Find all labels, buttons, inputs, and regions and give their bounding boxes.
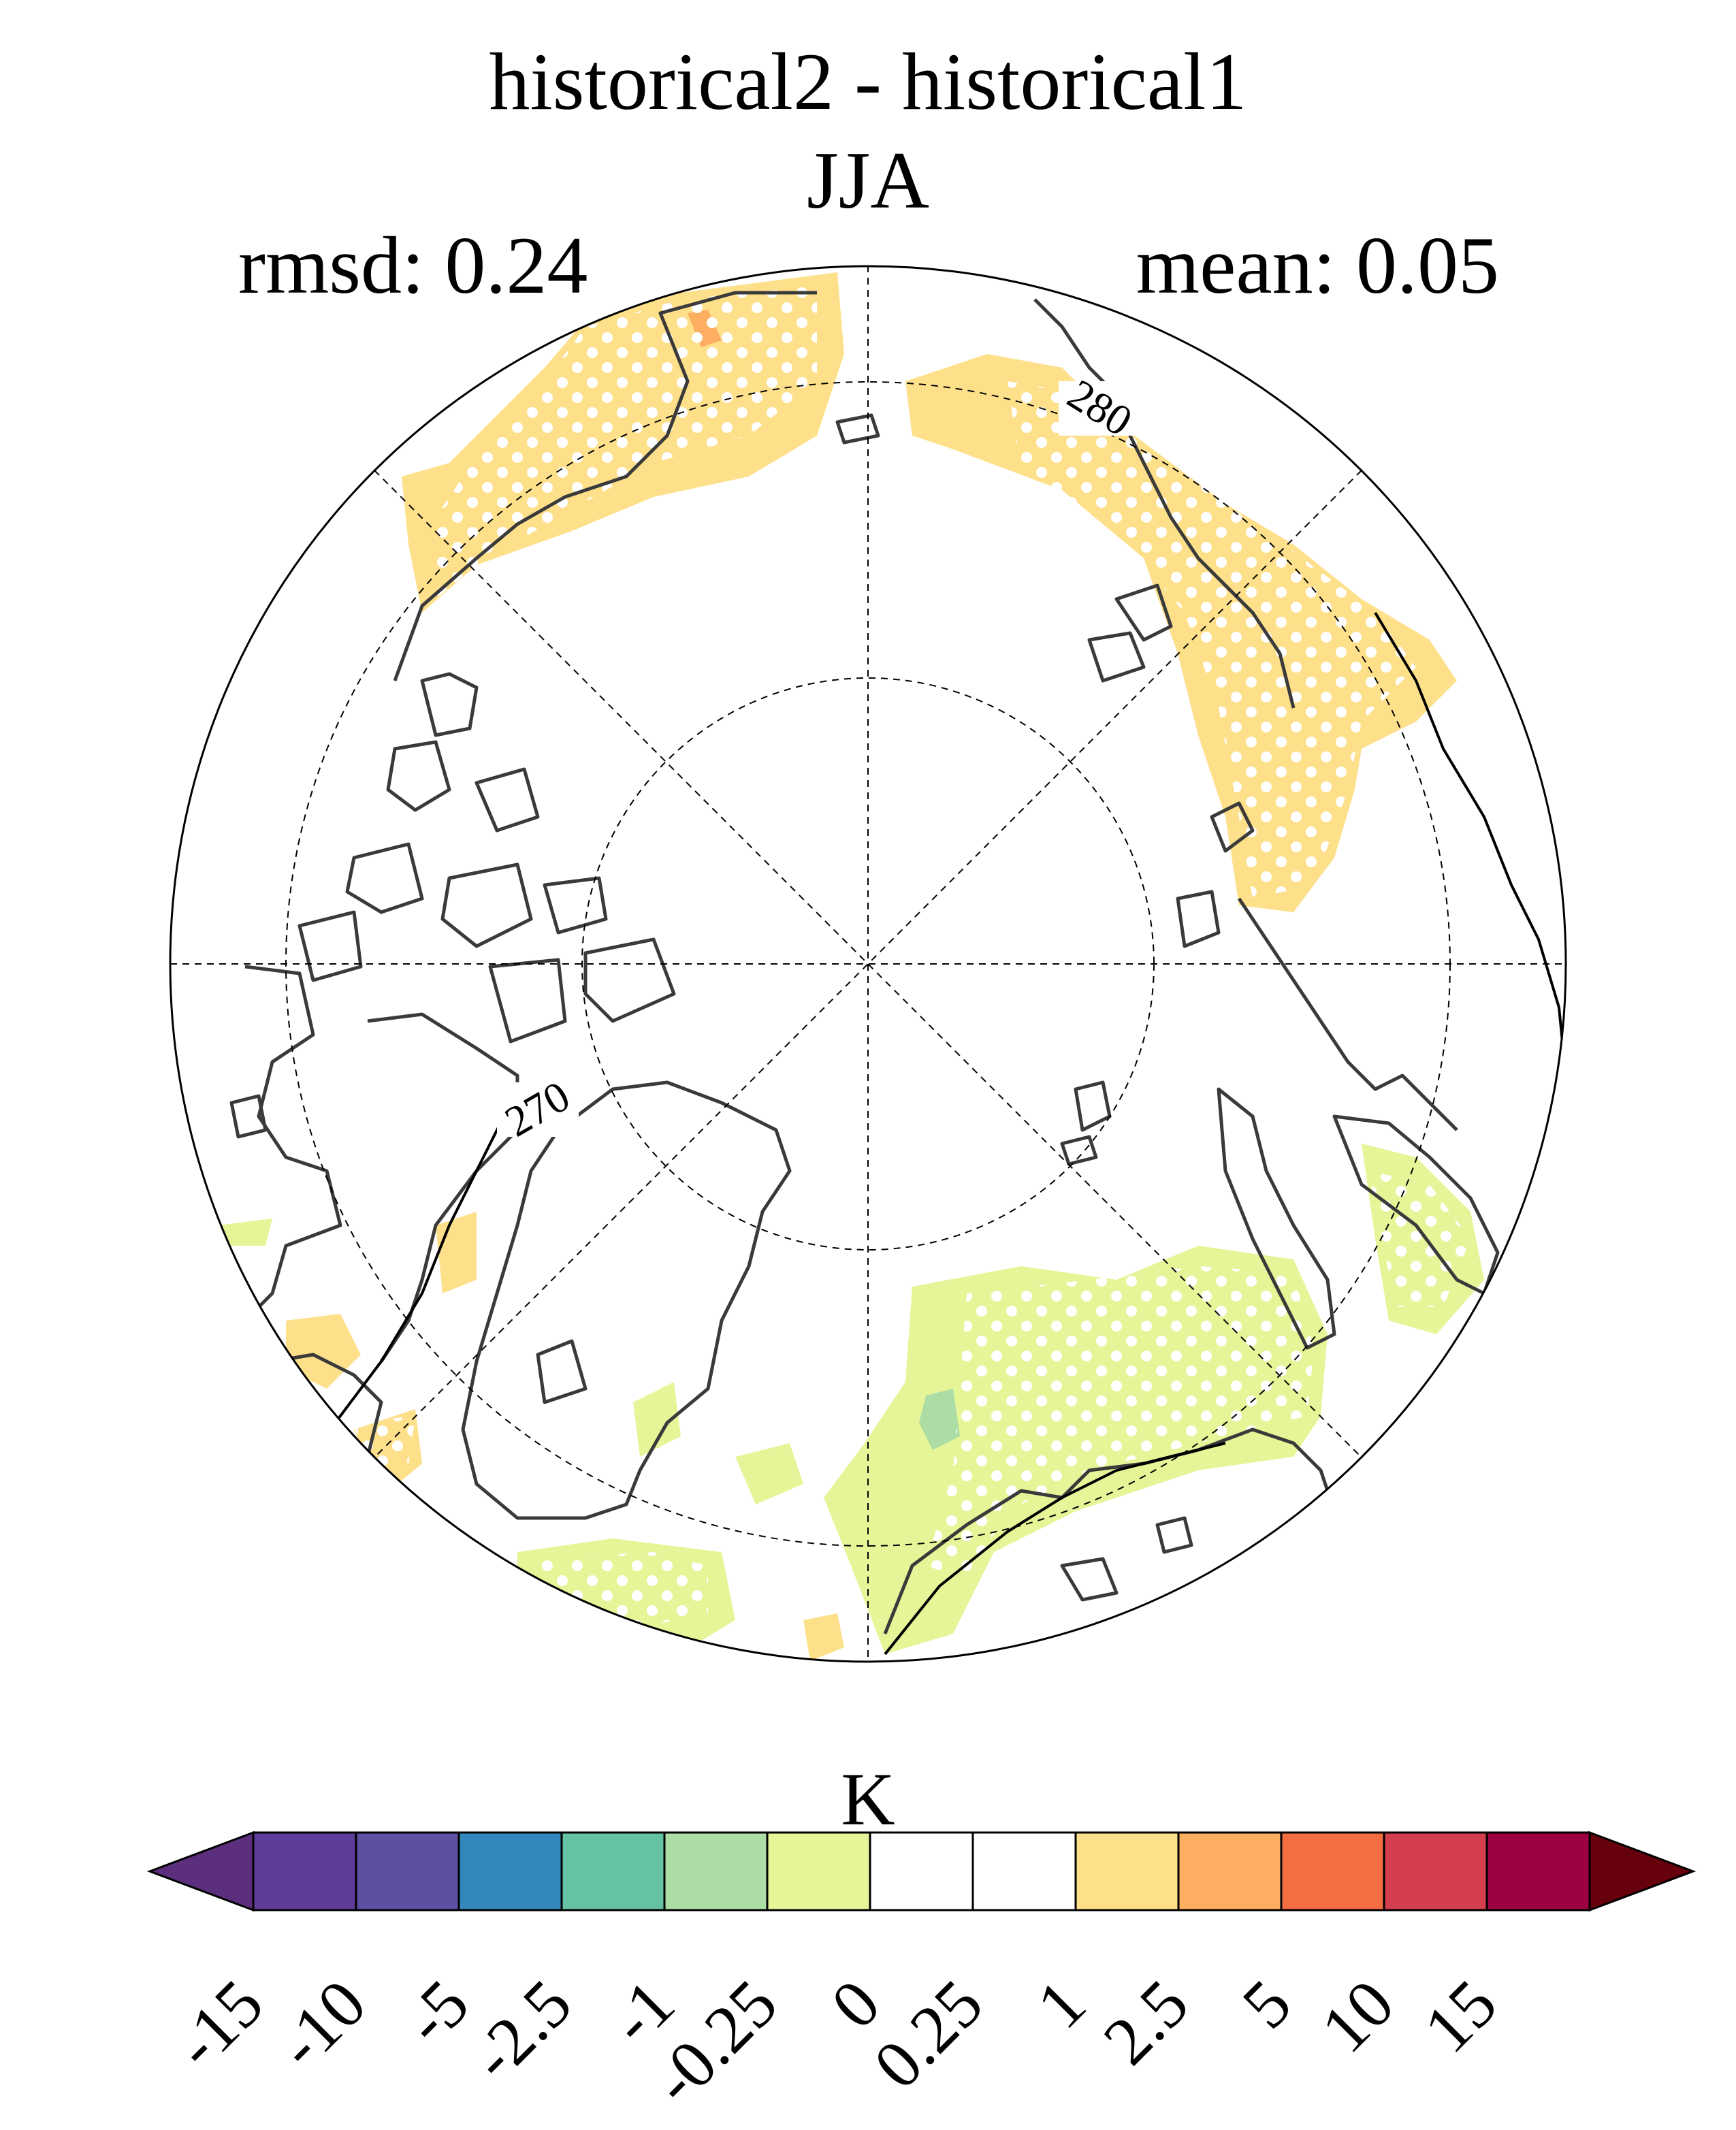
colorbar-tick-label: -0.25 <box>638 1965 792 2119</box>
colorbar-tick-label: 15 <box>1409 1965 1511 2067</box>
coastlines <box>202 291 1500 1634</box>
colorbar-box <box>560 1831 666 1911</box>
polar-map: 280 270 <box>169 265 1567 1663</box>
colorbar-tick-label: -10 <box>263 1965 381 2083</box>
colorbar-box <box>766 1831 871 1911</box>
colorbar-box <box>1383 1831 1488 1911</box>
colorbar-unit: K <box>841 1758 895 1841</box>
plot-title: historical2 - historical1 <box>489 36 1247 127</box>
mean-label: mean: 0.05 <box>1136 220 1499 310</box>
colorbar-box <box>971 1831 1077 1911</box>
colorbar-box <box>457 1831 563 1911</box>
season-label: JJA <box>806 135 930 225</box>
temperature-contours <box>298 611 1566 1656</box>
colorbar-tick-label: 0.25 <box>859 1965 997 2103</box>
colorbar-tick-label: 2.5 <box>1089 1965 1203 2079</box>
colorbar-box <box>1485 1831 1591 1911</box>
colorbar-tick-label: -15 <box>160 1965 278 2083</box>
colorbar-box <box>252 1831 357 1911</box>
colorbar-over-arrow <box>1588 1830 1697 1912</box>
significance-stippling <box>354 286 1470 1634</box>
colorbar-box <box>355 1831 460 1911</box>
colorbar-box <box>1280 1831 1385 1911</box>
colorbar-tick-label: -2.5 <box>456 1965 585 2095</box>
map-boundary <box>169 265 1567 1663</box>
colorbar-tick-label: 1 <box>1023 1965 1100 2043</box>
colorbar-box <box>663 1831 769 1911</box>
colorbar-under-arrow <box>146 1830 255 1912</box>
colorbar-tick-label: 5 <box>1228 1965 1306 2043</box>
colorbar-box <box>869 1831 974 1911</box>
colorbar-box <box>1177 1831 1283 1911</box>
rmsd-label: rmsd: 0.24 <box>238 220 588 310</box>
graticule <box>170 266 1566 1662</box>
colorbar-box <box>1074 1831 1180 1911</box>
colorbar-tick-label: 10 <box>1306 1965 1408 2067</box>
